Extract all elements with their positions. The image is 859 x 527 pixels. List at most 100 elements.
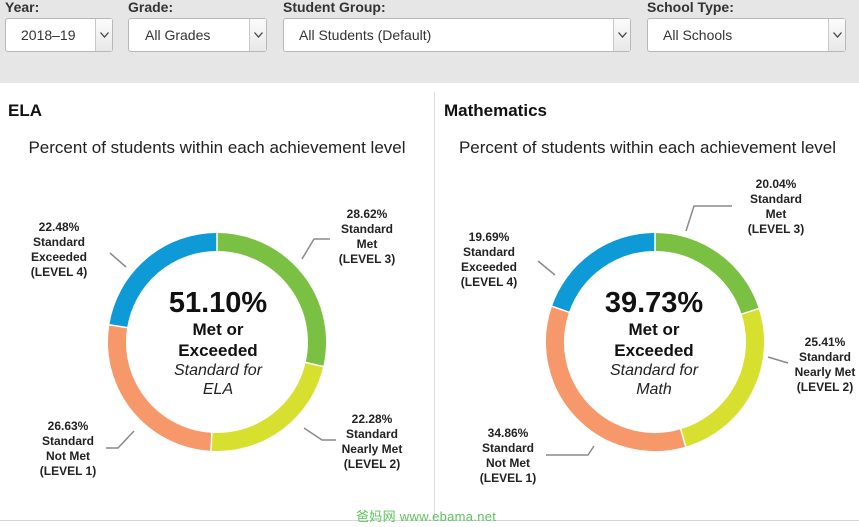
math-slice-separator — [679, 428, 687, 448]
math-slice-level-3 — [654, 233, 759, 315]
grade-select-value: All Grades — [145, 27, 211, 43]
math-label-level-2-pct: 25.41% — [804, 335, 846, 349]
ela-label-level-2-pct: 22.28% — [351, 412, 393, 426]
ela-center-standard: Standard for — [173, 362, 263, 379]
math-panel: Mathematics Percent of students within e… — [436, 83, 859, 519]
math-label-level-1-l1: Standard — [481, 441, 534, 455]
math-slice-separator — [740, 307, 760, 316]
math-label-level-4: 19.69% Standard Exceeded (LEVEL 4) — [434, 230, 544, 290]
math-leader-line-level-4 — [537, 260, 556, 276]
ela-slice-level-3 — [216, 233, 326, 367]
ela-label-level-3-pct: 28.62% — [346, 207, 388, 221]
ela-leader-line-level-3 — [301, 238, 330, 260]
math-label-level-4-l2: Exceeded — [460, 260, 518, 274]
student-group-select[interactable]: All Students (Default) — [283, 18, 631, 52]
math-leader-line-level-2 — [767, 356, 789, 364]
math-center-percent: 39.73% — [604, 287, 704, 319]
filter-bar: Year: 2018–19 Grade: All Grades Student … — [0, 0, 859, 83]
math-label-level-4-l3: (LEVEL 4) — [460, 275, 518, 289]
ela-label-level-1-l2: Not Met — [46, 449, 90, 463]
ela-label-level-1-l3: (LEVEL 1) — [39, 464, 97, 478]
ela-slice-separator — [210, 431, 213, 452]
math-label-level-1: 34.86% Standard Not Met (LEVEL 1) — [453, 426, 563, 486]
ela-subtitle: Percent of students within each achievem… — [28, 138, 406, 157]
ela-label-level-4-l2: Exceeded — [30, 250, 88, 264]
watermark-text: 爸妈网 www.ebama.net — [356, 509, 497, 524]
math-label-level-3-pct: 20.04% — [755, 177, 797, 191]
student-group-select-value: All Students (Default) — [299, 27, 432, 43]
bottom-divider — [0, 520, 859, 521]
ela-center-percent: 51.10% — [168, 287, 268, 319]
ela-label-level-1-pct: 26.63% — [47, 419, 89, 433]
math-leader-line-level-3 — [685, 205, 732, 232]
math-leader-line-level-1 — [546, 445, 595, 456]
math-donut-chart — [537, 205, 789, 456]
filter-year-label: Year: — [5, 0, 40, 15]
ela-center-text: 51.10% Met or Exceeded Standard for ELA — [148, 287, 288, 399]
ela-slice-level-4 — [109, 233, 218, 328]
math-label-level-3: 20.04% Standard Met (LEVEL 3) — [721, 177, 831, 237]
school-type-select-value: All Schools — [663, 27, 733, 43]
school-type-select[interactable]: All Schools — [647, 18, 846, 52]
math-label-level-3-l3: (LEVEL 3) — [747, 222, 805, 236]
math-label-level-4-pct: 19.69% — [468, 230, 510, 244]
ela-leader-line-level-1 — [106, 430, 135, 449]
math-center-text: 39.73% Met or Exceeded Standard for Math — [584, 287, 724, 399]
math-label-level-4-l1: Standard — [462, 245, 515, 259]
math-center-met: Met or — [628, 320, 680, 339]
math-subtitle: Percent of students within each achievem… — [458, 138, 837, 157]
filter-student-group-label: Student Group: — [283, 0, 386, 15]
ela-label-level-3: 28.62% Standard Met (LEVEL 3) — [312, 207, 422, 267]
ela-label-level-3-l1: Standard — [340, 222, 393, 236]
math-label-level-2-l2: Nearly Met — [794, 365, 856, 379]
filter-grade-label: Grade: — [128, 0, 174, 15]
ela-label-level-2-l1: Standard — [345, 427, 398, 441]
ela-label-level-1: 26.63% Standard Not Met (LEVEL 1) — [13, 419, 123, 479]
math-label-level-3-l2: Met — [765, 207, 787, 221]
math-center-exceeded: Exceeded — [614, 341, 694, 360]
math-label-level-3-l1: Standard — [749, 192, 802, 206]
chevron-down-icon[interactable] — [613, 19, 630, 51]
filter-school-type-label: School Type: — [647, 0, 734, 15]
chevron-down-icon[interactable] — [249, 19, 266, 51]
ela-label-level-4: 22.48% Standard Exceeded (LEVEL 4) — [4, 220, 114, 280]
ela-slice-separator — [108, 323, 129, 329]
ela-center-exceeded: Exceeded — [178, 341, 258, 360]
ela-leader-line-level-2 — [303, 427, 336, 441]
ela-slice-level-2 — [210, 362, 324, 451]
math-label-level-1-l3: (LEVEL 1) — [479, 471, 537, 485]
math-title: Mathematics — [444, 101, 547, 120]
math-label-level-1-l2: Not Met — [486, 456, 530, 470]
ela-label-level-2-l3: (LEVEL 2) — [343, 457, 401, 471]
ela-center-met: Met or — [192, 320, 244, 339]
ela-leader-line-level-4 — [109, 252, 127, 268]
ela-label-level-4-l1: Standard — [32, 235, 85, 249]
ela-donut-chart — [106, 232, 336, 452]
ela-label-level-4-pct: 22.48% — [38, 220, 80, 234]
ela-label-level-2: 22.28% Standard Nearly Met (LEVEL 2) — [317, 412, 427, 472]
chevron-down-icon[interactable] — [828, 19, 845, 51]
ela-panel: ELA Percent of students within each achi… — [0, 83, 434, 519]
math-slice-level-1 — [546, 306, 686, 451]
ela-label-level-2-l2: Nearly Met — [341, 442, 403, 456]
math-label-level-2-l3: (LEVEL 2) — [796, 380, 854, 394]
year-select[interactable]: 2018–19 — [5, 18, 113, 52]
ela-slice-level-1 — [108, 324, 213, 451]
math-label-level-2-l1: Standard — [798, 350, 851, 364]
year-select-value: 2018–19 — [21, 27, 76, 43]
grade-select[interactable]: All Grades — [128, 18, 267, 52]
ela-label-level-1-l1: Standard — [41, 434, 94, 448]
ela-label-level-3-l2: Met — [356, 237, 378, 251]
math-label-level-1-pct: 34.86% — [487, 426, 529, 440]
math-center-standard: Standard for — [609, 362, 699, 379]
chevron-down-icon[interactable] — [95, 19, 112, 51]
ela-center-subject: ELA — [202, 381, 234, 398]
ela-slice-separator — [304, 361, 325, 368]
ela-label-level-3-l3: (LEVEL 3) — [338, 252, 396, 266]
math-center-subject: Math — [636, 381, 672, 398]
ela-label-level-4-l3: (LEVEL 4) — [30, 265, 88, 279]
math-slice-level-4 — [552, 233, 656, 313]
panel-divider — [434, 92, 435, 519]
ela-title: ELA — [8, 101, 42, 120]
math-slice-separator — [550, 305, 571, 314]
